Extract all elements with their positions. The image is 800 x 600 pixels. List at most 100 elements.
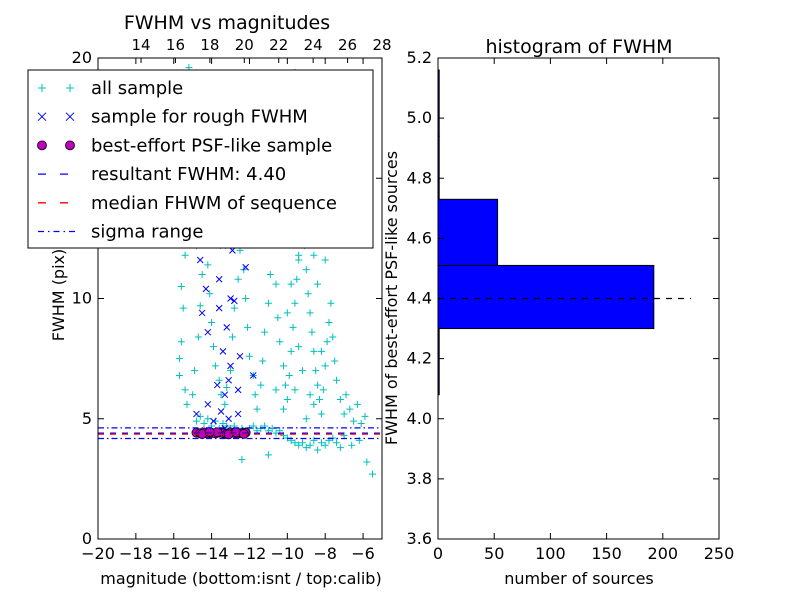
all-sample-point — [336, 396, 344, 404]
all-sample-point — [308, 328, 316, 336]
all-sample-point — [361, 412, 369, 420]
left-ytick-label: 10 — [72, 289, 92, 308]
all-sample-point — [272, 386, 280, 394]
right-ytick-label: 3.6 — [407, 529, 432, 548]
left-title: FWHM vs magnitudes — [124, 12, 330, 34]
all-sample-point — [204, 261, 212, 269]
all-sample-point — [291, 439, 299, 447]
rough-fwhm-point — [196, 256, 204, 264]
all-sample-point — [264, 299, 272, 307]
left-top-axis: 14 16 18 20 22 24 26 28 — [131, 36, 392, 63]
left-top-tick-label: 16 — [166, 36, 185, 54]
all-sample-point — [196, 302, 204, 310]
all-sample-point — [280, 362, 288, 370]
all-sample-point — [189, 391, 197, 399]
all-sample-point — [310, 436, 318, 444]
all-sample-point — [329, 333, 337, 341]
all-sample-point — [295, 343, 303, 351]
all-sample-point — [272, 280, 280, 288]
all-sample-point — [293, 275, 301, 283]
rough-fwhm-point — [249, 372, 257, 379]
all-sample-point — [306, 391, 314, 399]
all-sample-point — [211, 362, 219, 370]
rough-fwhm-point — [223, 324, 231, 331]
legend-label: sample for rough FWHM — [91, 107, 308, 128]
all-sample-point — [306, 309, 314, 317]
all-sample-point — [283, 309, 291, 317]
all-sample-point — [280, 405, 288, 413]
all-sample-point — [177, 282, 185, 290]
all-sample-point — [342, 391, 350, 399]
all-sample-point — [253, 405, 261, 413]
all-sample-point — [245, 352, 253, 360]
all-sample-point — [312, 367, 320, 375]
rough-fwhm-point — [234, 386, 242, 394]
all-sample-point — [333, 439, 341, 447]
all-sample-point — [238, 456, 246, 464]
all-sample-point — [259, 357, 267, 365]
all-sample-point — [310, 251, 318, 259]
histogram-bars — [437, 69, 655, 396]
all-sample-point — [321, 362, 329, 370]
all-sample-point — [306, 441, 314, 449]
left-xtick-label: −18 — [119, 544, 153, 563]
all-sample-point — [223, 383, 231, 391]
legend-marker — [37, 112, 47, 122]
all-sample-point — [175, 371, 183, 379]
all-sample-point — [295, 256, 303, 264]
all-sample-point — [217, 391, 225, 399]
all-sample-point — [317, 439, 325, 447]
legend-marker — [66, 84, 74, 92]
rough-fwhm-point — [204, 328, 212, 336]
left-x-axis: −20 −18 −16 −14 −12 −10 −8 −6 — [81, 58, 375, 563]
rough-fwhm-point — [230, 297, 238, 305]
all-sample-point — [175, 355, 183, 363]
rough-fwhm-point — [202, 285, 210, 293]
all-sample-point — [204, 415, 212, 423]
all-sample-point — [302, 444, 310, 452]
all-sample-point — [251, 391, 259, 399]
rough-fwhm-point — [210, 417, 217, 425]
legend-marker — [65, 112, 75, 122]
legend-entry: sigma range — [38, 222, 203, 243]
legend-label: median FHWM of sequence — [91, 193, 337, 214]
all-sample-point — [314, 381, 322, 389]
all-sample-point — [298, 439, 306, 447]
all-sample-point — [228, 333, 236, 341]
rough-fwhm-point — [225, 376, 232, 384]
all-sample-point — [346, 405, 354, 413]
right-x-axis: 0 50 100 150 200 250 — [433, 58, 734, 563]
right-ytick-label: 4.8 — [407, 168, 432, 187]
all-sample-point — [327, 299, 335, 307]
all-sample-point — [350, 417, 358, 425]
all-sample-point — [291, 386, 299, 394]
all-sample-point — [304, 290, 312, 298]
all-sample-point — [289, 323, 297, 331]
legend-box — [27, 69, 374, 249]
left-plot-frame — [97, 57, 383, 540]
all-sample-point — [314, 280, 322, 288]
right-xtick-label: 150 — [591, 544, 622, 563]
all-sample-point — [340, 410, 348, 418]
legend-label: all sample — [91, 78, 183, 99]
all-sample-point — [281, 381, 289, 389]
all-sample-point — [353, 400, 361, 408]
all-sample-point — [283, 396, 291, 404]
right-xtick-label: 100 — [535, 544, 566, 563]
all-sample-point — [287, 347, 295, 355]
all-sample-point — [317, 347, 325, 355]
left-xtick-label: −8 — [313, 544, 337, 563]
all-sample-point — [177, 338, 185, 346]
left-ytick-label: 20 — [72, 48, 92, 67]
all-sample-point — [264, 451, 272, 459]
rough-fwhm-point — [242, 263, 250, 271]
left-top-tick-label: 22 — [269, 36, 288, 54]
all-sample-point — [357, 420, 365, 428]
right-ytick-label: 4.4 — [407, 289, 432, 308]
left-xlabel: magnitude (bottom:isnt / top:calib) — [100, 569, 381, 588]
legend-entry: best-effort PSF-like sample — [37, 135, 332, 156]
all-sample-point — [244, 323, 252, 331]
rough-fwhm-point — [225, 415, 232, 423]
left-xtick-label: −20 — [81, 544, 115, 563]
